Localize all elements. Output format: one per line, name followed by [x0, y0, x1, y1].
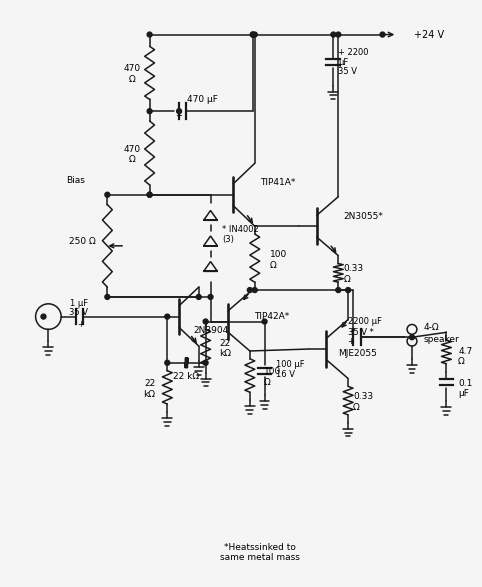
Text: 22: 22	[144, 379, 155, 388]
Text: 470: 470	[123, 144, 140, 154]
Text: 22 kΩ: 22 kΩ	[174, 372, 200, 381]
Text: speaker: speaker	[424, 335, 459, 344]
Circle shape	[250, 32, 255, 37]
Circle shape	[147, 193, 152, 197]
Text: (3): (3)	[222, 235, 234, 244]
Text: 35 V *: 35 V *	[348, 328, 374, 337]
Text: 0.33: 0.33	[353, 392, 373, 401]
Text: +: +	[78, 320, 84, 329]
Circle shape	[336, 288, 341, 292]
Text: 250 Ω: 250 Ω	[69, 237, 96, 247]
Text: * IN4002: * IN4002	[222, 225, 259, 234]
Text: μF: μF	[458, 389, 469, 398]
Text: 2N3055*: 2N3055*	[343, 212, 383, 221]
Text: MJE2055: MJE2055	[338, 349, 377, 359]
Text: 100 μF: 100 μF	[276, 360, 305, 369]
Text: 22: 22	[219, 339, 230, 348]
Text: *Heatssinked to: *Heatssinked to	[224, 543, 295, 552]
Circle shape	[252, 288, 257, 292]
Text: kΩ: kΩ	[144, 390, 156, 399]
Circle shape	[331, 32, 336, 37]
Text: + 2200: + 2200	[338, 48, 369, 57]
Circle shape	[105, 295, 110, 299]
Circle shape	[147, 109, 152, 114]
Text: same metal mass: same metal mass	[220, 553, 300, 562]
Text: Ω: Ω	[458, 357, 465, 366]
Text: 4.7: 4.7	[458, 348, 472, 356]
Text: Ω: Ω	[343, 275, 350, 284]
Circle shape	[147, 193, 152, 197]
Text: 100: 100	[264, 367, 281, 376]
Text: +: +	[175, 110, 183, 120]
Text: Bias: Bias	[67, 177, 85, 185]
Text: 16 V: 16 V	[276, 370, 295, 379]
Circle shape	[196, 295, 201, 299]
Text: Ω: Ω	[129, 156, 135, 164]
Circle shape	[165, 314, 170, 319]
Circle shape	[203, 360, 208, 365]
Text: 4-Ω: 4-Ω	[424, 323, 440, 332]
Circle shape	[346, 288, 350, 292]
Text: Ω: Ω	[264, 378, 270, 387]
Text: 2N3904: 2N3904	[194, 326, 229, 335]
Text: +24 V: +24 V	[414, 29, 444, 39]
Circle shape	[208, 295, 213, 299]
Circle shape	[176, 109, 182, 114]
Text: 470 μF: 470 μF	[187, 95, 218, 104]
Circle shape	[250, 32, 255, 37]
Text: Ω: Ω	[353, 403, 360, 412]
Circle shape	[380, 32, 385, 37]
Text: Ω: Ω	[129, 75, 135, 85]
Circle shape	[147, 32, 152, 37]
Text: TIP41A*: TIP41A*	[260, 178, 295, 187]
Circle shape	[410, 335, 415, 340]
Text: 100: 100	[269, 249, 287, 259]
Circle shape	[41, 314, 46, 319]
Text: +: +	[348, 337, 354, 346]
Circle shape	[247, 288, 252, 292]
Text: kΩ: kΩ	[219, 349, 231, 359]
Text: Ω: Ω	[269, 261, 276, 269]
Circle shape	[105, 193, 110, 197]
Circle shape	[252, 32, 257, 37]
Text: 35 V: 35 V	[69, 308, 88, 317]
Text: 35 V: 35 V	[338, 68, 357, 76]
Text: 2200 μF: 2200 μF	[348, 317, 382, 326]
Text: 470: 470	[123, 65, 140, 73]
Text: μF: μF	[338, 58, 348, 66]
Circle shape	[203, 319, 208, 324]
Text: TIP42A*: TIP42A*	[254, 312, 289, 321]
Circle shape	[165, 360, 170, 365]
Circle shape	[262, 319, 267, 324]
Circle shape	[336, 32, 341, 37]
Text: 0.33: 0.33	[343, 264, 363, 274]
Text: 1 μF: 1 μF	[70, 299, 88, 308]
Text: 0.1: 0.1	[458, 379, 472, 388]
